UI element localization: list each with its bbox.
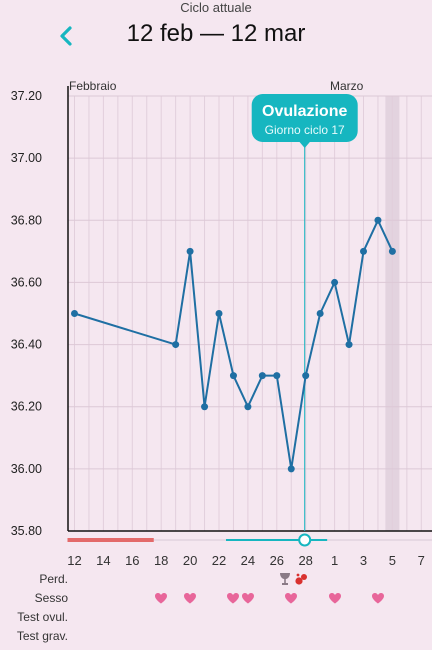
temperature-point bbox=[287, 465, 295, 473]
ovulation-marker bbox=[298, 533, 312, 547]
x-tick-label: 5 bbox=[389, 553, 396, 568]
heart-icon bbox=[184, 593, 197, 604]
heart-icon bbox=[155, 593, 168, 604]
heart-icon bbox=[328, 593, 341, 604]
y-tick-label: 36.60 bbox=[11, 275, 42, 289]
ovulation-callout: Ovulazione Giorno ciclo 17 bbox=[251, 94, 358, 148]
y-tick-label: 37.20 bbox=[11, 89, 42, 103]
drops-icon bbox=[295, 573, 307, 585]
ovulation-callout-pointer bbox=[298, 141, 311, 148]
x-tick-label: 1 bbox=[331, 553, 338, 568]
x-tick-label: 12 bbox=[67, 553, 81, 568]
cycle-date-range: 12 feb — 12 mar bbox=[126, 20, 306, 47]
x-tick-label: 3 bbox=[360, 553, 367, 568]
x-tick-label: 26 bbox=[270, 553, 284, 568]
ovulation-title: Ovulazione bbox=[262, 103, 347, 120]
y-tick-label: 36.00 bbox=[11, 462, 42, 476]
month-label-february: Febbraio bbox=[69, 79, 117, 93]
temperature-point bbox=[229, 372, 237, 380]
pregnancy-test-row-label: Test grav. bbox=[16, 629, 68, 643]
heart-icon bbox=[241, 593, 254, 604]
goblet-icon bbox=[280, 573, 291, 585]
x-tick-label: 24 bbox=[241, 553, 255, 568]
heart-icon bbox=[371, 593, 384, 604]
temperature-chart: 37.20 37.00 36.80 36.60 36.40 36.20 36.00 35.80… bbox=[11, 79, 432, 568]
temperature-point bbox=[258, 372, 266, 380]
period-row-label: Perd. bbox=[39, 572, 68, 586]
temperature-point bbox=[374, 216, 382, 224]
temperature-point bbox=[273, 372, 281, 380]
y-tick-label: 36.40 bbox=[11, 338, 42, 352]
ovulation-cycle-day: Giorno ciclo 17 bbox=[265, 123, 345, 137]
temperature-point bbox=[172, 341, 180, 349]
temperature-point bbox=[302, 372, 310, 380]
y-tick-label: 35.80 bbox=[11, 524, 42, 538]
heart-icon bbox=[285, 593, 298, 604]
y-tick-label: 37.00 bbox=[11, 151, 42, 165]
sex-row-label: Sesso bbox=[34, 591, 68, 605]
header: Ciclo attuale 12 feb — 12 mar bbox=[0, 0, 432, 62]
temperature-point bbox=[215, 310, 223, 317]
y-tick-label: 36.20 bbox=[11, 400, 42, 414]
month-label-march: Marzo bbox=[330, 79, 364, 93]
ovulation-callout-box bbox=[251, 94, 358, 142]
x-tick-label: 22 bbox=[212, 553, 226, 568]
cycle-label: Ciclo attuale bbox=[180, 0, 252, 15]
temperature-point bbox=[360, 247, 367, 255]
x-tick-label: 7 bbox=[418, 553, 425, 568]
temperature-point bbox=[186, 247, 194, 255]
temperature-point bbox=[331, 278, 339, 286]
temperature-point bbox=[201, 403, 209, 411]
temperature-point bbox=[71, 310, 78, 317]
chevron-left-icon[interactable] bbox=[50, 20, 82, 52]
x-tick-label: 16 bbox=[125, 553, 139, 568]
x-tick-label: 20 bbox=[183, 553, 197, 568]
temperature-point bbox=[316, 310, 324, 317]
y-tick-label: 36.80 bbox=[11, 213, 42, 227]
x-tick-label: 14 bbox=[96, 553, 110, 568]
ovulation-test-row-label: Test ovul. bbox=[17, 610, 68, 624]
x-tick-label: 18 bbox=[154, 553, 168, 568]
heart-icon bbox=[227, 593, 240, 604]
temperature-point bbox=[345, 341, 353, 349]
temperature-point bbox=[244, 403, 252, 411]
x-tick-label: 28 bbox=[298, 553, 312, 568]
temperature-point bbox=[388, 247, 396, 255]
